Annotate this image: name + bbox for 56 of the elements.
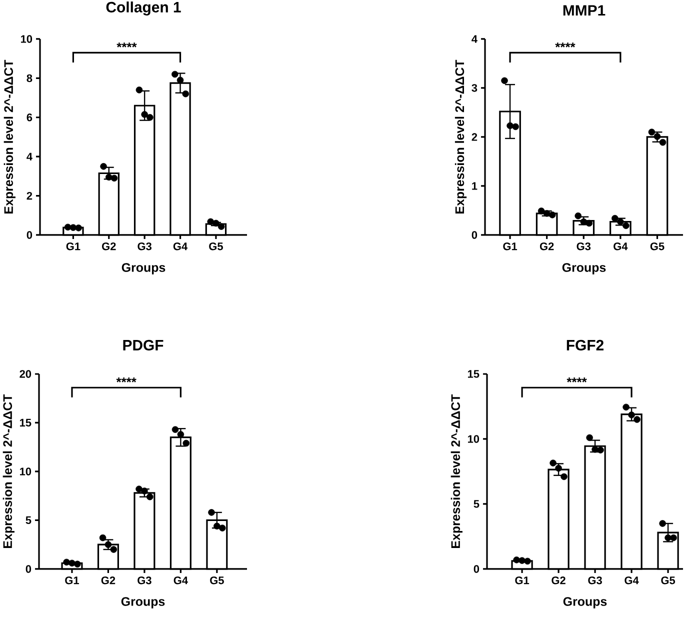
y-tick-label: 8 — [26, 74, 32, 82]
y-tick-label: 15 — [468, 370, 480, 378]
x-tick-label: G5 — [650, 242, 664, 250]
y-tick-label: 2 — [26, 192, 32, 200]
x-tick-label: G3 — [138, 576, 152, 584]
y-tick-label: 15 — [20, 418, 32, 427]
x-tick-label: G2 — [552, 576, 566, 584]
x-tick-label: G5 — [209, 242, 223, 250]
x-tick-label: G1 — [515, 576, 530, 584]
x-tick-label: G4 — [173, 242, 188, 250]
y-axis-title: Expression level 2^-ΔΔCT — [450, 394, 462, 548]
y-tick-label: 4 — [472, 35, 478, 43]
y-tick-label: 20 — [20, 370, 32, 378]
y-tick-label: 10 — [20, 468, 32, 476]
y-tick-label: 5 — [26, 516, 32, 524]
y-tick-label: 1 — [472, 182, 478, 190]
x-tick-label: G2 — [101, 576, 116, 584]
y-tick-label: 0 — [26, 565, 32, 573]
y-tick-label: 10 — [468, 435, 480, 443]
y-tick-label: 0 — [26, 231, 32, 239]
x-tick-label: G4 — [174, 576, 188, 584]
annotation: **** — [555, 42, 576, 48]
x-axis-title: Groups — [121, 597, 165, 608]
y-axis-title: Expression level 2^-ΔΔCT — [2, 394, 14, 548]
y-tick-label: 5 — [474, 500, 480, 508]
y-tick-label: 3 — [472, 84, 478, 92]
y-tick-label: 0 — [472, 231, 478, 239]
x-tick-label: G3 — [588, 576, 602, 584]
annotation: **** — [116, 42, 137, 48]
y-tick-label: 10 — [21, 35, 32, 43]
chart-title: FGF2 — [566, 340, 604, 350]
x-tick-label: G3 — [576, 242, 591, 250]
x-axis-title: Groups — [563, 597, 607, 608]
chart-title: MMP1 — [563, 5, 606, 16]
annotation: **** — [116, 378, 136, 382]
x-tick-label: G2 — [540, 242, 554, 250]
x-tick-label: G3 — [138, 242, 152, 250]
x-tick-label: G5 — [210, 576, 224, 584]
x-tick-label: G4 — [624, 576, 639, 584]
y-tick-label: 2 — [472, 133, 478, 141]
x-tick-label: G1 — [66, 242, 80, 250]
chart-title: PDGF — [123, 340, 164, 350]
x-tick-label: G1 — [503, 242, 518, 250]
chart-title: Collagen 1 — [106, 1, 181, 16]
x-axis-title: Groups — [562, 263, 606, 274]
y-axis-title: Expression level 2^-ΔΔCT — [4, 60, 16, 214]
x-tick-label: G1 — [65, 576, 79, 584]
y-tick-label: 6 — [26, 114, 32, 122]
x-tick-label: G2 — [102, 242, 116, 250]
x-tick-label: G4 — [614, 242, 628, 250]
y-tick-label: 0 — [474, 565, 480, 573]
x-axis-title: Groups — [122, 263, 166, 274]
x-tick-label: G5 — [661, 576, 676, 584]
y-axis-title: Expression level 2^-ΔΔCT — [454, 60, 467, 214]
annotation: **** — [566, 378, 587, 382]
y-tick-label: 4 — [26, 152, 32, 160]
